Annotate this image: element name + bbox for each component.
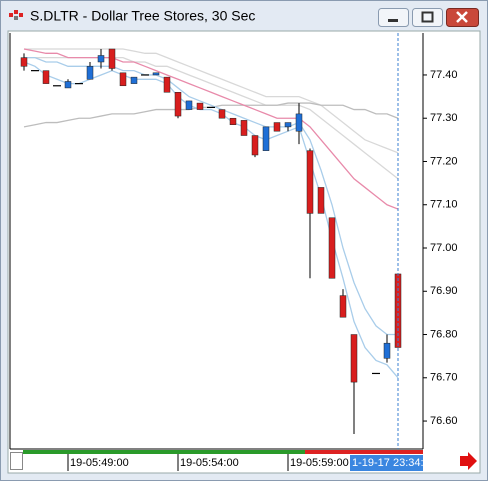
cursor-label: 1-19-17 23:34:00	[352, 457, 436, 469]
candle-body	[218, 109, 226, 119]
y-tick-label: 77.00	[430, 242, 458, 254]
candle-body	[350, 334, 358, 383]
candle-body	[42, 70, 50, 84]
y-tick-label: 76.60	[430, 415, 458, 427]
y-tick-label: 77.40	[430, 69, 458, 81]
candle-body	[306, 150, 314, 214]
moving-average-line	[24, 57, 398, 336]
candle-body	[86, 66, 94, 80]
y-tick-label: 77.10	[430, 199, 458, 211]
moving-average-line	[23, 48, 399, 210]
x-tick-label: 19-05:49:00	[70, 457, 129, 469]
candle-body	[64, 81, 72, 89]
y-tick-label: 77.30	[430, 112, 458, 124]
candle-body	[97, 55, 105, 63]
y-tick-label: 76.80	[430, 328, 458, 340]
scroll-box[interactable]	[10, 452, 23, 470]
x-tick-label: 19-05:54:00	[180, 457, 239, 469]
candle-body	[130, 76, 138, 84]
candle-body	[317, 187, 325, 214]
candle-body	[284, 122, 292, 128]
close-button[interactable]	[446, 8, 479, 27]
cursor-label-box	[350, 455, 423, 471]
candle-body	[262, 126, 270, 151]
chart-panel	[7, 30, 481, 474]
y-tick-label: 76.70	[430, 372, 458, 384]
y-tick-label: 76.90	[430, 285, 458, 297]
candle-body	[328, 217, 336, 279]
candle-body	[108, 48, 116, 69]
candle-body	[273, 122, 281, 132]
candle-body	[240, 120, 248, 136]
maximize-button[interactable]	[412, 8, 443, 27]
candle-body	[196, 102, 204, 110]
candle-body	[383, 342, 391, 359]
moving-average-line	[24, 48, 399, 154]
candle-body	[185, 100, 193, 110]
candle-body	[229, 117, 237, 125]
app-icon	[9, 10, 23, 20]
candle-body	[339, 295, 347, 318]
candle-body	[119, 72, 127, 87]
candle-body	[295, 113, 303, 132]
window-title: S.DLTR - Dollar Tree Stores, 30 Sec	[30, 8, 255, 24]
scroll-right-arrow[interactable]	[460, 452, 477, 470]
session-bar	[23, 450, 305, 454]
x-tick-label: 19-05:59:00	[290, 457, 349, 469]
candle-body	[174, 92, 182, 117]
minimize-button[interactable]	[378, 8, 409, 27]
candle-body	[251, 135, 259, 156]
moving-average-line	[23, 61, 399, 379]
candle-body	[163, 76, 171, 93]
candle-body	[152, 72, 160, 76]
y-tick-label: 77.20	[430, 155, 458, 167]
candle-body	[20, 57, 28, 67]
session-bar	[305, 450, 423, 454]
